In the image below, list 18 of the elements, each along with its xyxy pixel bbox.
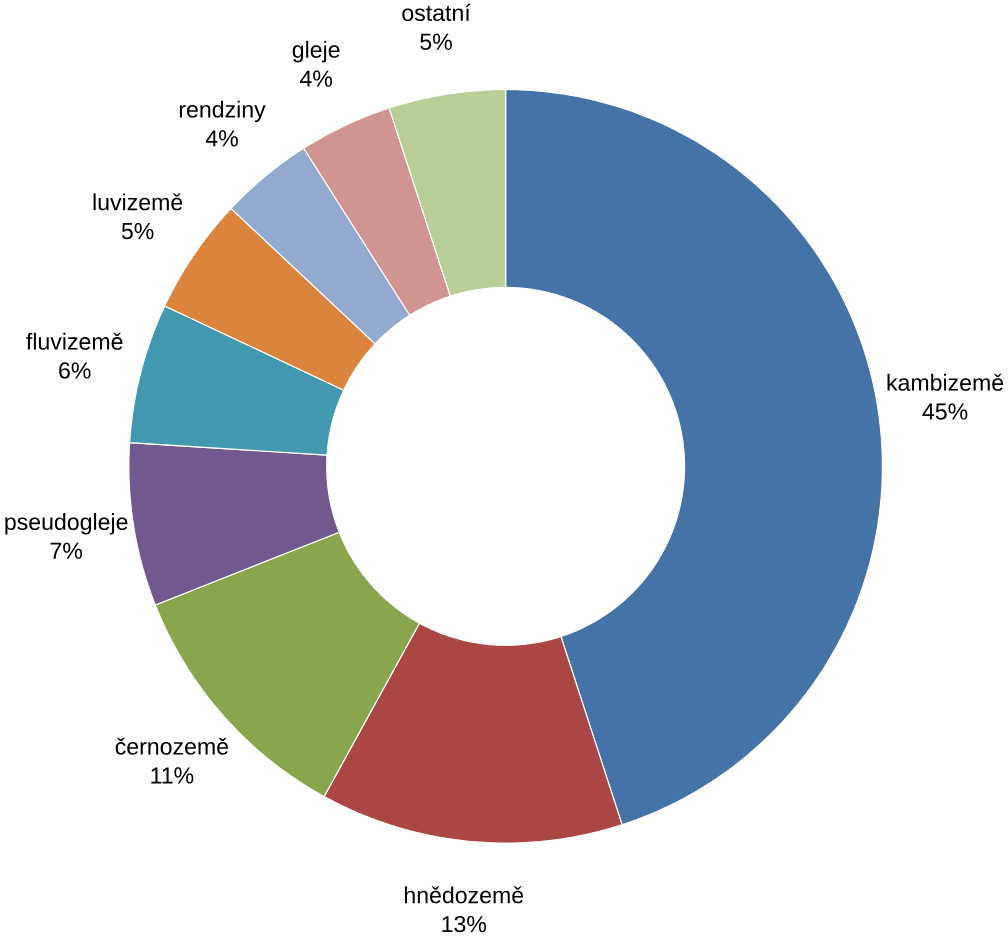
slice-label: fluvizemě [26,332,123,350]
data-label: 4% [300,70,333,87]
data-label: 13% [442,915,487,933]
slice-label: gleje [292,40,340,63]
data-label: 45% [922,403,968,420]
slice-label: ostatní [402,3,471,22]
data-label: 5% [420,33,452,50]
slice-label: rendziny [179,100,266,123]
data-label: 11% [151,767,194,784]
slice-label: hnědozemě [404,886,524,904]
slice-label: kambizemě [887,373,1004,391]
data-label: 5% [121,222,154,240]
data-label: 7% [50,542,83,559]
slice-label: luvizemě [93,193,183,211]
data-label: 4% [205,130,238,147]
slice-label: černozemě [115,737,229,755]
slice-label: pseudogleje [5,513,128,535]
data-label: 6% [59,362,91,379]
